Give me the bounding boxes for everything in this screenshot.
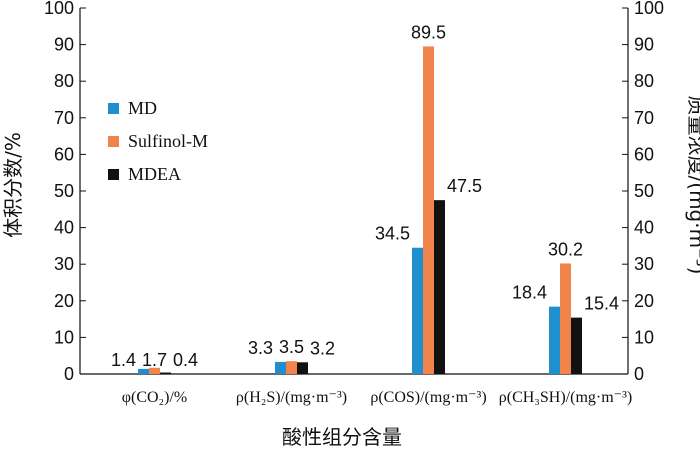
y-tick-label-left: 100 <box>44 0 74 18</box>
x-tick-label: φ(CO₂)/% <box>122 389 187 406</box>
bars-layer <box>138 46 582 375</box>
y-tick-label-right: 40 <box>634 218 654 238</box>
x-tick-label: ρ(CH₃SH)/(mg·m⁻³) <box>499 389 632 406</box>
bar-md <box>412 247 423 374</box>
bar-sulfinol-m <box>423 46 434 375</box>
y-tick-label-right: 50 <box>634 181 654 201</box>
bar-mdea <box>297 362 308 374</box>
y-tick-label-right: 20 <box>634 291 654 311</box>
y-tick-label-left: 20 <box>54 291 74 311</box>
bar-mdea <box>160 372 171 374</box>
y-tick-label-left: 30 <box>54 254 74 274</box>
legend-label: Sulfinol-M <box>128 131 208 151</box>
y-axis-title-right: 质量浓度/(mg·m⁻³) <box>685 96 700 275</box>
bar-md <box>275 361 286 374</box>
y-tick-label-right: 10 <box>634 327 654 347</box>
y-tick-label-left: 40 <box>54 218 74 238</box>
y-tick-label-left: 50 <box>54 181 74 201</box>
y-tick-label-right: 90 <box>634 35 654 55</box>
legend: MD Sulfinol-M MDEA <box>108 98 208 184</box>
bar-mdea <box>571 317 582 374</box>
bar-mdea <box>434 200 445 374</box>
data-label: 3.2 <box>310 338 335 358</box>
data-label: 30.2 <box>548 239 583 259</box>
y-tick-label-right: 30 <box>634 254 654 274</box>
x-tick-label: ρ(H₂S)/(mg·m⁻³) <box>236 389 347 406</box>
legend-swatch <box>108 136 119 147</box>
data-label: 15.4 <box>584 294 619 314</box>
legend-label: MDEA <box>128 164 181 184</box>
legend-swatch <box>108 103 119 114</box>
data-label: 1.7 <box>142 350 167 370</box>
y-tick-label-left: 90 <box>54 35 74 55</box>
data-label: 34.5 <box>375 224 410 244</box>
data-label: 0.4 <box>173 350 198 370</box>
x-axis-title: 酸性组分含量 <box>282 425 402 449</box>
x-tick-label: ρ(COS)/(mg·m⁻³) <box>370 389 486 406</box>
data-label: 89.5 <box>411 22 446 42</box>
data-label: 1.4 <box>111 350 136 370</box>
legend-label: MD <box>128 98 157 118</box>
data-label: 18.4 <box>512 283 547 303</box>
y-tick-label-left: 80 <box>54 71 74 91</box>
data-label: 3.5 <box>279 337 304 357</box>
bar-md <box>549 306 560 374</box>
y-tick-label-right: 60 <box>634 144 654 164</box>
y-tick-label-left: 0 <box>64 364 74 384</box>
y-tick-label-left: 10 <box>54 327 74 347</box>
data-labels-layer: 1.4 1.7 0.4 3.3 3.5 3.2 34.5 89.5 47.5 18.4 30.2 15… <box>111 22 619 370</box>
bar-sulfinol-m <box>286 361 297 374</box>
y-axis-title-left: 体积分数/% <box>1 132 25 238</box>
data-label: 3.3 <box>248 338 273 358</box>
bar-sulfinol-m <box>149 367 160 374</box>
y-tick-label-right: 80 <box>634 71 654 91</box>
data-label: 47.5 <box>447 176 482 196</box>
bar-md <box>138 368 149 374</box>
y-tick-label-right: 0 <box>634 364 644 384</box>
axes-layer: 0 0 10 10 20 20 30 30 40 40 50 50 60 60 70 70 80 80 90 90 10… <box>44 0 664 406</box>
legend-swatch <box>108 169 119 180</box>
y-tick-label-left: 70 <box>54 108 74 128</box>
bar-sulfinol-m <box>560 263 571 374</box>
y-tick-label-left: 60 <box>54 144 74 164</box>
y-tick-label-right: 100 <box>634 0 664 18</box>
y-tick-label-right: 70 <box>634 108 654 128</box>
